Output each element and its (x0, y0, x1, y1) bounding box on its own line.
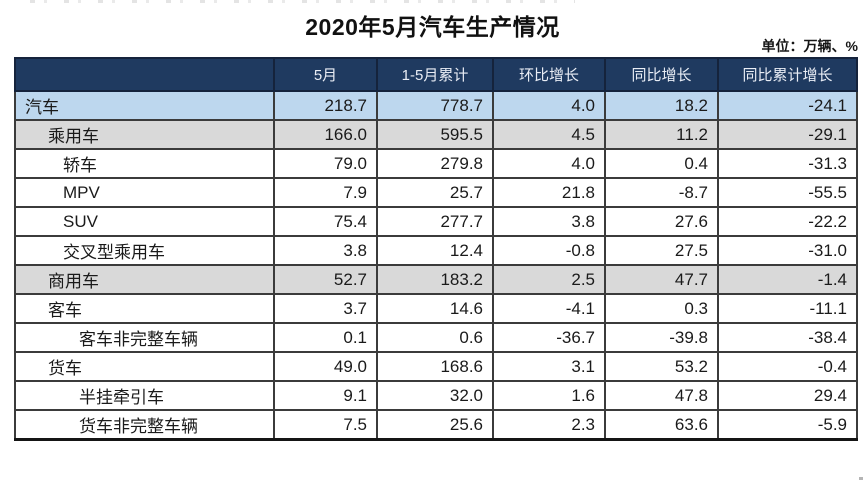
value-cell: 47.7 (604, 264, 719, 295)
value-cell: 29.4 (717, 380, 858, 411)
value-cell: -38.4 (717, 322, 858, 353)
value-cell: 778.7 (376, 90, 494, 121)
value-cell: -31.0 (717, 235, 858, 266)
unit-label: 单位：万辆、% (761, 38, 858, 54)
value-cell: -1.4 (717, 264, 858, 295)
row-label: 乘用车 (14, 119, 275, 150)
table-header: 5月 1-5月累计 环比增长 同比增长 同比累计增长 (14, 57, 858, 92)
value-cell: -22.2 (717, 206, 858, 237)
value-cell: 279.8 (376, 148, 494, 179)
value-cell: 277.7 (376, 206, 494, 237)
table-row: 商用车 52.7 183.2 2.5 47.7 -1.4 (14, 264, 858, 295)
value-cell: 53.2 (604, 351, 719, 382)
value-cell: 12.4 (376, 235, 494, 266)
header-cell-category (14, 57, 275, 92)
row-label: 交叉型乘用车 (14, 235, 275, 266)
row-label: 客车 (14, 293, 275, 324)
value-cell: 3.8 (492, 206, 606, 237)
value-cell: 4.5 (492, 119, 606, 150)
value-cell: 0.4 (604, 148, 719, 179)
value-cell: 4.0 (492, 148, 606, 179)
value-cell: 27.5 (604, 235, 719, 266)
table-row: 客车 3.7 14.6 -4.1 0.3 -11.1 (14, 293, 858, 324)
value-cell: 47.8 (604, 380, 719, 411)
row-label: 轿车 (14, 148, 275, 179)
value-cell: 79.0 (273, 148, 378, 179)
row-label: 汽车 (14, 90, 275, 121)
table-row: 交叉型乘用车 3.8 12.4 -0.8 27.5 -31.0 (14, 235, 858, 266)
table-row: MPV 7.9 25.7 21.8 -8.7 -55.5 (14, 177, 858, 208)
value-cell: -36.7 (492, 322, 606, 353)
value-cell: 0.1 (273, 322, 378, 353)
value-cell: 27.6 (604, 206, 719, 237)
row-label: 客车非完整车辆 (14, 322, 275, 353)
value-cell: 218.7 (273, 90, 378, 121)
value-cell: -39.8 (604, 322, 719, 353)
value-cell: 2.3 (492, 409, 606, 441)
value-cell: 0.6 (376, 322, 494, 353)
value-cell: 9.1 (273, 380, 378, 411)
value-cell: -8.7 (604, 177, 719, 208)
value-cell: -11.1 (717, 293, 858, 324)
row-label: 半挂牵引车 (14, 380, 275, 411)
value-cell: 166.0 (273, 119, 378, 150)
header-cell-yoy-growth: 同比增长 (604, 57, 719, 92)
header-cell-may: 5月 (273, 57, 378, 92)
header-cell-yoy-cum-growth: 同比累计增长 (717, 57, 858, 92)
value-cell: 32.0 (376, 380, 494, 411)
value-cell: 3.1 (492, 351, 606, 382)
value-cell: 595.5 (376, 119, 494, 150)
value-cell: 7.5 (273, 409, 378, 441)
table-row: 半挂牵引车 9.1 32.0 1.6 47.8 29.4 (14, 380, 858, 411)
page-title: 2020年5月汽车生产情况 (305, 14, 560, 40)
value-cell: 25.6 (376, 409, 494, 441)
value-cell: -24.1 (717, 90, 858, 121)
value-cell: -31.3 (717, 148, 858, 179)
value-cell: 0.3 (604, 293, 719, 324)
value-cell: 1.6 (492, 380, 606, 411)
table-row: 客车非完整车辆 0.1 0.6 -36.7 -39.8 -38.4 (14, 322, 858, 353)
value-cell: 11.2 (604, 119, 719, 150)
header-cell-jan-may-cumulative: 1-5月累计 (376, 57, 494, 92)
value-cell: 183.2 (376, 264, 494, 295)
value-cell: 21.8 (492, 177, 606, 208)
table-row: 乘用车 166.0 595.5 4.5 11.2 -29.1 (14, 119, 858, 150)
value-cell: 25.7 (376, 177, 494, 208)
value-cell: -4.1 (492, 293, 606, 324)
value-cell: 3.8 (273, 235, 378, 266)
value-cell: 2.5 (492, 264, 606, 295)
row-label: SUV (14, 206, 275, 237)
row-label: 商用车 (14, 264, 275, 295)
production-table: 5月 1-5月累计 环比增长 同比增长 同比累计增长 汽车 218.7 778.7 4… (14, 57, 858, 441)
header-cell-mom-growth: 环比增长 (492, 57, 606, 92)
row-label: 货车非完整车辆 (14, 409, 275, 441)
value-cell: 4.0 (492, 90, 606, 121)
row-label: MPV (14, 177, 275, 208)
value-cell: -29.1 (717, 119, 858, 150)
value-cell: 3.7 (273, 293, 378, 324)
table-body: 汽车 218.7 778.7 4.0 18.2 -24.1 乘用车 166.0 595.5 4.5… (14, 90, 858, 441)
header-row: 5月 1-5月累计 环比增长 同比增长 同比累计增长 (14, 57, 858, 92)
value-cell: 14.6 (376, 293, 494, 324)
value-cell: 63.6 (604, 409, 719, 441)
table-row: 汽车 218.7 778.7 4.0 18.2 -24.1 (14, 90, 858, 121)
value-cell: -0.8 (492, 235, 606, 266)
table-row: 轿车 79.0 279.8 4.0 0.4 -31.3 (14, 148, 858, 179)
value-cell: -0.4 (717, 351, 858, 382)
value-cell: -55.5 (717, 177, 858, 208)
value-cell: -5.9 (717, 409, 858, 441)
table-row: 货车 49.0 168.6 3.1 53.2 -0.4 (14, 351, 858, 382)
value-cell: 168.6 (376, 351, 494, 382)
row-label: 货车 (14, 351, 275, 382)
value-cell: 52.7 (273, 264, 378, 295)
cropped-corner-artifact (859, 477, 863, 480)
table-row: SUV 75.4 277.7 3.8 27.6 -22.2 (14, 206, 858, 237)
value-cell: 49.0 (273, 351, 378, 382)
cropped-text-artifact (30, 0, 575, 3)
table-row: 货车非完整车辆 7.5 25.6 2.3 63.6 -5.9 (14, 409, 858, 441)
value-cell: 18.2 (604, 90, 719, 121)
value-cell: 75.4 (273, 206, 378, 237)
value-cell: 7.9 (273, 177, 378, 208)
